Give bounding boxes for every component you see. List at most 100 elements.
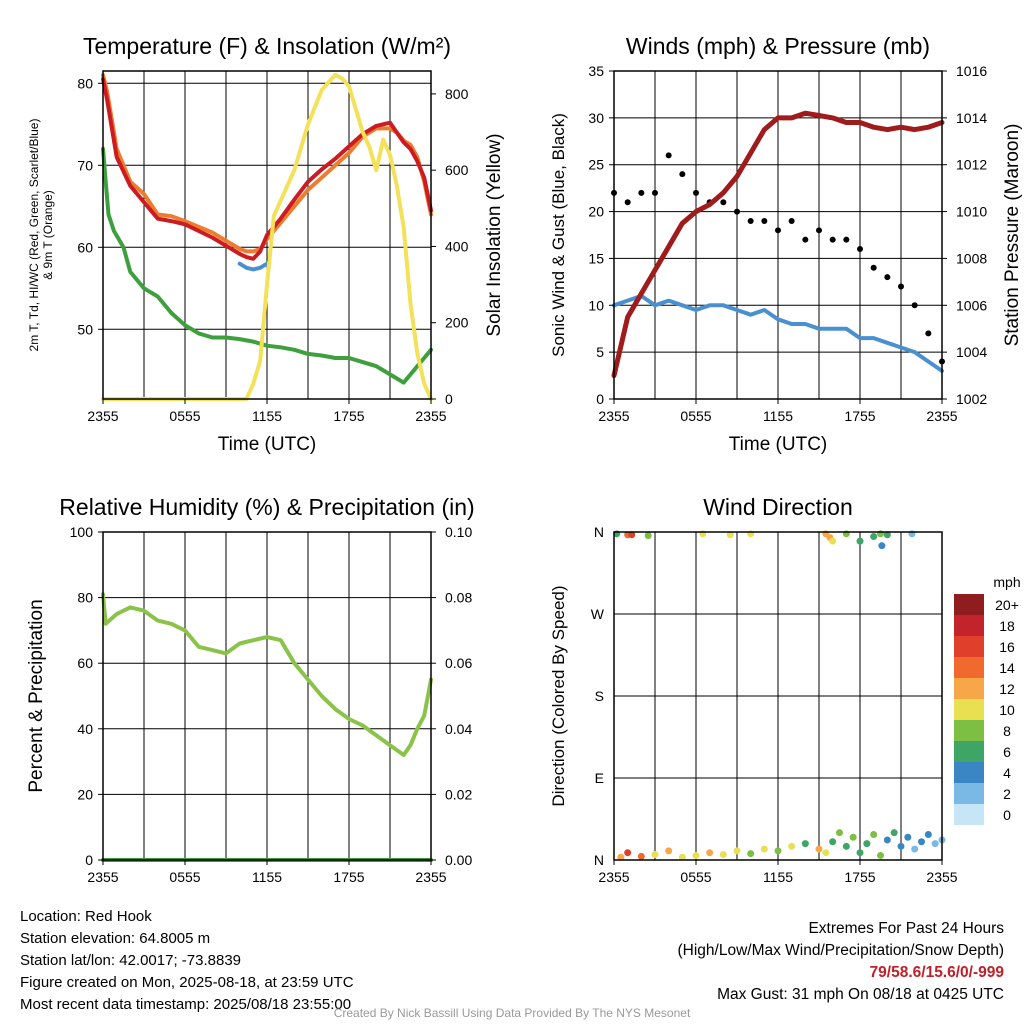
legend-label: 0 [1003,807,1011,823]
y-tick-label: 70 [77,157,93,173]
data-point [678,853,686,861]
y-tick-label: 60 [77,239,93,255]
x-tick-label: 0555 [169,408,200,424]
data-point [665,847,673,855]
data-point [878,542,886,550]
y2-axis-label: Station Pressure (Maroon) [1002,124,1023,347]
y2-tick-label: 1004 [956,344,987,360]
data-point [638,189,645,196]
legend-swatch [954,678,984,699]
y-axis-label: Sonic Wind & Gust (Blue, Black) [549,113,568,357]
data-point [829,838,837,846]
x-tick-label: 2355 [926,869,957,885]
data-point [816,227,822,234]
y2-tick-label: 0.10 [445,524,472,540]
data-point [849,833,857,841]
series-line [101,146,433,385]
series-line [101,77,433,261]
y2-tick-label: 0.00 [445,852,472,868]
y2-tick-label: 1008 [956,250,987,266]
speed-legend: mph 20+ 18 16 14 12 10 8 6 4 2 0 [954,574,1021,825]
x-tick-label: 2355 [598,869,629,885]
data-point [726,531,734,539]
y-axis-label: Direction (Colored By Speed) [549,585,568,806]
x-tick-label: 1755 [333,869,364,885]
y-tick-label: 30 [588,110,604,126]
y-tick-label: S [595,688,604,704]
panel-title: Relative Humidity (%) & Precipitation (i… [59,494,474,520]
data-point [617,853,625,861]
legend-swatch [954,636,984,657]
y-tick-label: 0 [596,391,604,407]
y2-tick-label: 600 [445,162,469,178]
data-point [720,199,727,206]
data-point [760,845,768,853]
y-tick-label: 10 [588,297,604,313]
data-point [706,849,714,857]
data-point [802,236,809,243]
data-point [918,838,925,846]
y-tick-label: 100 [70,524,94,540]
x-tick-label: 1155 [252,408,282,424]
y-tick-label: W [591,606,605,622]
x-tick-label: 0555 [169,869,200,885]
data-point [856,537,864,545]
panel-title: Wind Direction [703,494,853,520]
y-tick-label: 35 [588,63,604,79]
legend-label: 8 [1003,723,1011,739]
data-point [870,830,878,838]
data-point [857,246,863,253]
y-axis-label-line: & 9m T (Orange) [41,190,55,280]
data-point [924,830,932,838]
y2-tick-label: 0.02 [445,786,472,802]
data-point [843,236,850,243]
data-point [644,532,652,540]
data-point [925,330,932,337]
data-point [734,208,740,215]
y-tick-label: 60 [77,655,93,671]
data-point [801,840,809,848]
legend-swatch [954,804,984,825]
x-tick-label: 1755 [333,408,364,424]
data-point [884,274,891,281]
y-tick-label: N [594,852,604,868]
station-location: Location: Red Hook [20,908,152,925]
x-tick-label: 1755 [844,408,875,424]
panel-3: Relative Humidity (%) & Precipitation (i… [26,494,475,885]
legend-label: 2 [1003,786,1011,802]
x-tick-label: 2355 [415,408,446,424]
data-point [624,849,632,857]
station-latlon: Station lat/lon: 42.0017; -73.8839 [20,952,242,969]
data-point [788,217,795,224]
data-point [637,852,645,860]
x-axis-label: Time (UTC) [218,434,317,455]
panel-title: Winds (mph) & Pressure (mb) [626,33,930,59]
data-point [856,849,864,857]
credit-line: Created By Nick Bassill Using Data Provi… [333,1006,691,1020]
legend-swatch [954,783,984,804]
panel-title: Temperature (F) & Insolation (W/m²) [83,33,451,59]
x-tick-label: 1155 [252,869,282,885]
recent-timestamp: Most recent data timestamp: 2025/08/18 2… [20,996,352,1013]
data-point [898,283,904,290]
legend-swatch [954,615,984,636]
data-point [870,533,878,541]
legend-swatch [954,657,984,678]
data-point [829,236,836,243]
y-tick-label: 50 [77,321,93,337]
panel-1: Temperature (F) & Insolation (W/m²) 2355 0… [27,33,505,455]
y-tick-label: 40 [77,721,93,737]
y-tick-label: N [594,524,604,540]
x-tick-label: 1155 [763,408,793,424]
data-point [877,851,884,859]
data-point [870,264,877,271]
legend-label: 12 [999,681,1015,697]
data-point [679,171,686,178]
y2-tick-label: 1012 [956,157,987,173]
y2-tick-label: 1016 [956,63,987,79]
x-tick-label: 2355 [598,408,629,424]
station-elevation: Station elevation: 64.8005 m [20,930,211,947]
y2-tick-label: 200 [445,315,469,331]
legend-label: 20+ [995,597,1019,613]
